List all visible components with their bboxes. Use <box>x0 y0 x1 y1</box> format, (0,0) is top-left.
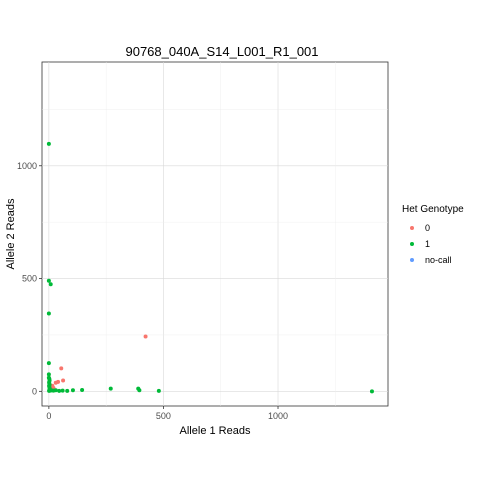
data-point <box>369 389 374 394</box>
x-tick-label: 0 <box>46 411 51 421</box>
data-point <box>80 387 85 392</box>
grid-lines <box>42 62 388 406</box>
legend-key <box>410 226 414 230</box>
legend-key <box>410 242 414 246</box>
y-axis-ticks: 0 500 1000 <box>17 161 42 396</box>
x-axis-ticks: 0 500 1000 <box>46 406 288 421</box>
chart-title: 90768_040A_S14_L001_R1_001 <box>125 44 318 59</box>
y-tick-label: 500 <box>22 274 37 284</box>
legend-label: 0 <box>425 223 430 233</box>
y-tick-label: 0 <box>32 386 37 396</box>
data-point <box>46 361 51 366</box>
x-tick-label: 500 <box>156 411 171 421</box>
legend-label: no-call <box>425 255 452 265</box>
data-point <box>70 388 75 393</box>
data-point <box>57 388 62 393</box>
data-point <box>137 388 142 393</box>
legend-title: Het Genotype <box>402 204 464 215</box>
data-point <box>108 386 113 391</box>
data-point <box>143 334 148 339</box>
x-axis-title: Allele 1 Reads <box>180 425 251 437</box>
data-point <box>53 388 58 393</box>
data-point <box>48 282 53 287</box>
data-point <box>65 388 70 393</box>
legend-label: 1 <box>425 239 430 249</box>
x-tick-label: 1000 <box>268 411 288 421</box>
data-point <box>156 388 161 393</box>
y-tick-label: 1000 <box>17 161 37 171</box>
data-point <box>46 278 51 283</box>
data-point <box>61 378 66 383</box>
plot-panel <box>41 61 389 407</box>
legend: Het Genotype 0 1 no-call <box>402 204 464 265</box>
legend-key <box>410 258 414 262</box>
data-point <box>46 141 51 146</box>
data-point <box>53 380 58 385</box>
data-points <box>46 141 374 394</box>
data-point <box>46 372 51 377</box>
y-axis-title: Allele 2 Reads <box>5 198 17 269</box>
data-point <box>60 388 65 393</box>
data-point <box>46 311 51 316</box>
data-point <box>59 366 64 371</box>
